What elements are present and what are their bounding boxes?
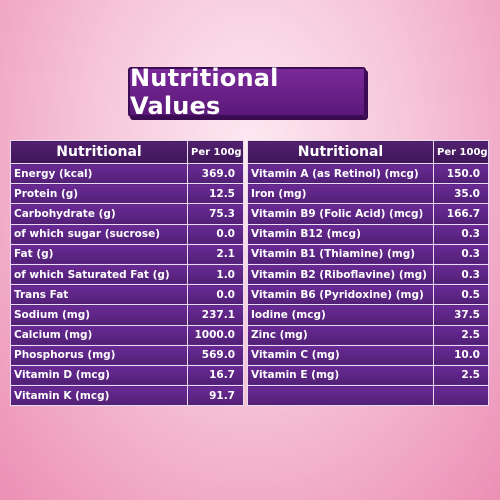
table-row: Vitamin A (as Retinol) (mcg) 150.0 xyxy=(247,162,489,185)
nutrition-table-right: Nutritional Per 100g Vitamin A (as Retin… xyxy=(247,140,489,407)
table-row: Calcium (mg) 1000.0 xyxy=(10,324,244,346)
nutrient-value: 0.0 xyxy=(187,223,244,245)
table-row: Vitamin E (mg) 2.5 xyxy=(247,364,489,387)
nutrient-label: Sodium (mg) xyxy=(10,304,188,326)
nutrient-label: Phosphorus (mg) xyxy=(10,344,188,366)
nutrient-label: Trans Fat xyxy=(10,284,188,306)
nutrient-label: Fat (g) xyxy=(10,243,188,265)
nutrient-value: 12.5 xyxy=(187,183,244,205)
nutrient-value xyxy=(433,385,489,407)
nutrient-label: Carbohydrate (g) xyxy=(10,203,188,225)
column-header-per-100g: Per 100g xyxy=(433,140,489,164)
nutrient-label: Iodine (mcg) xyxy=(247,304,434,326)
table-row: Vitamin B12 (mcg) 0.3 xyxy=(247,223,489,245)
nutrient-value: 35.0 xyxy=(433,183,489,205)
nutrient-label: Vitamin B6 (Pyridoxine) (mg) xyxy=(247,284,434,306)
nutrient-value: 0.3 xyxy=(433,223,489,245)
nutrient-label: Vitamin B12 (mcg) xyxy=(247,223,434,245)
nutrient-value: 0.3 xyxy=(433,263,489,286)
table-row: Vitamin B2 (Riboflavine) (mg) 0.3 xyxy=(247,263,489,286)
nutrient-value: 0.0 xyxy=(187,284,244,306)
table-header-row: Nutritional Per 100g xyxy=(247,140,489,164)
nutrient-label: Calcium (mg) xyxy=(10,324,188,346)
nutrient-value: 0.3 xyxy=(433,243,489,265)
nutrient-value: 569.0 xyxy=(187,344,244,366)
nutrient-label: Vitamin B1 (Thiamine) (mg) xyxy=(247,243,434,265)
table-header-row: Nutritional Per 100g xyxy=(10,140,244,164)
nutrient-value: 369.0 xyxy=(187,162,244,185)
table-row: Iron (mg) 35.0 xyxy=(247,183,489,205)
table-row: Vitamin K (mcg) 91.7 xyxy=(10,385,244,407)
column-header-nutritional: Nutritional xyxy=(247,140,434,164)
table-row: Vitamin D (mcg) 16.7 xyxy=(10,364,244,387)
nutrient-label: Protein (g) xyxy=(10,183,188,205)
nutrient-label: Vitamin B9 (Folic Acid) (mcg) xyxy=(247,203,434,225)
nutrient-value: 2.5 xyxy=(433,324,489,346)
nutrient-label: of which Saturated Fat (g) xyxy=(10,263,188,286)
nutrient-label: Energy (kcal) xyxy=(10,162,188,185)
nutrient-label: Vitamin D (mcg) xyxy=(10,364,188,387)
nutrient-label: Vitamin B2 (Riboflavine) (mg) xyxy=(247,263,434,286)
nutrient-value: 37.5 xyxy=(433,304,489,326)
table-row: of which Saturated Fat (g) 1.0 xyxy=(10,263,244,286)
table-row xyxy=(247,385,489,407)
nutrient-value: 2.5 xyxy=(433,364,489,387)
nutrient-value: 75.3 xyxy=(187,203,244,225)
nutrient-value: 10.0 xyxy=(433,344,489,366)
nutrient-label: Vitamin C (mg) xyxy=(247,344,434,366)
table-row: Iodine (mcg) 37.5 xyxy=(247,304,489,326)
nutrient-value: 166.7 xyxy=(433,203,489,225)
table-row: Energy (kcal) 369.0 xyxy=(10,162,244,185)
table-row: Vitamin B1 (Thiamine) (mg) 0.3 xyxy=(247,243,489,265)
table-row: Sodium (mg) 237.1 xyxy=(10,304,244,326)
table-row: Zinc (mg) 2.5 xyxy=(247,324,489,346)
table-row: Trans Fat 0.0 xyxy=(10,284,244,306)
nutrient-label: Vitamin K (mcg) xyxy=(10,385,188,407)
table-row: Vitamin C (mg) 10.0 xyxy=(247,344,489,366)
nutrient-value: 1000.0 xyxy=(187,324,244,346)
nutrient-value: 91.7 xyxy=(187,385,244,407)
table-row: Fat (g) 2.1 xyxy=(10,243,244,265)
nutrient-value: 150.0 xyxy=(433,162,489,185)
nutrient-label: of which sugar (sucrose) xyxy=(10,223,188,245)
column-header-nutritional: Nutritional xyxy=(10,140,188,164)
nutrient-value: 16.7 xyxy=(187,364,244,387)
column-header-per-100g: Per 100g xyxy=(187,140,244,164)
page-title: Nutritional Values xyxy=(128,64,366,120)
nutrient-label: Zinc (mg) xyxy=(247,324,434,346)
table-row: of which sugar (sucrose) 0.0 xyxy=(10,223,244,245)
table-row: Carbohydrate (g) 75.3 xyxy=(10,203,244,225)
nutrient-label: Iron (mg) xyxy=(247,183,434,205)
nutrient-label xyxy=(247,385,434,407)
table-row: Vitamin B9 (Folic Acid) (mcg) 166.7 xyxy=(247,203,489,225)
table-row: Vitamin B6 (Pyridoxine) (mg) 0.5 xyxy=(247,284,489,306)
nutrient-value: 0.5 xyxy=(433,284,489,306)
nutrient-value: 237.1 xyxy=(187,304,244,326)
nutrient-label: Vitamin A (as Retinol) (mcg) xyxy=(247,162,434,185)
nutrient-value: 2.1 xyxy=(187,243,244,265)
nutrient-value: 1.0 xyxy=(187,263,244,286)
nutrition-table-left: Nutritional Per 100g Energy (kcal) 369.0 P… xyxy=(10,140,244,407)
nutrient-label: Vitamin E (mg) xyxy=(247,364,434,387)
table-row: Phosphorus (mg) 569.0 xyxy=(10,344,244,366)
table-row: Protein (g) 12.5 xyxy=(10,183,244,205)
